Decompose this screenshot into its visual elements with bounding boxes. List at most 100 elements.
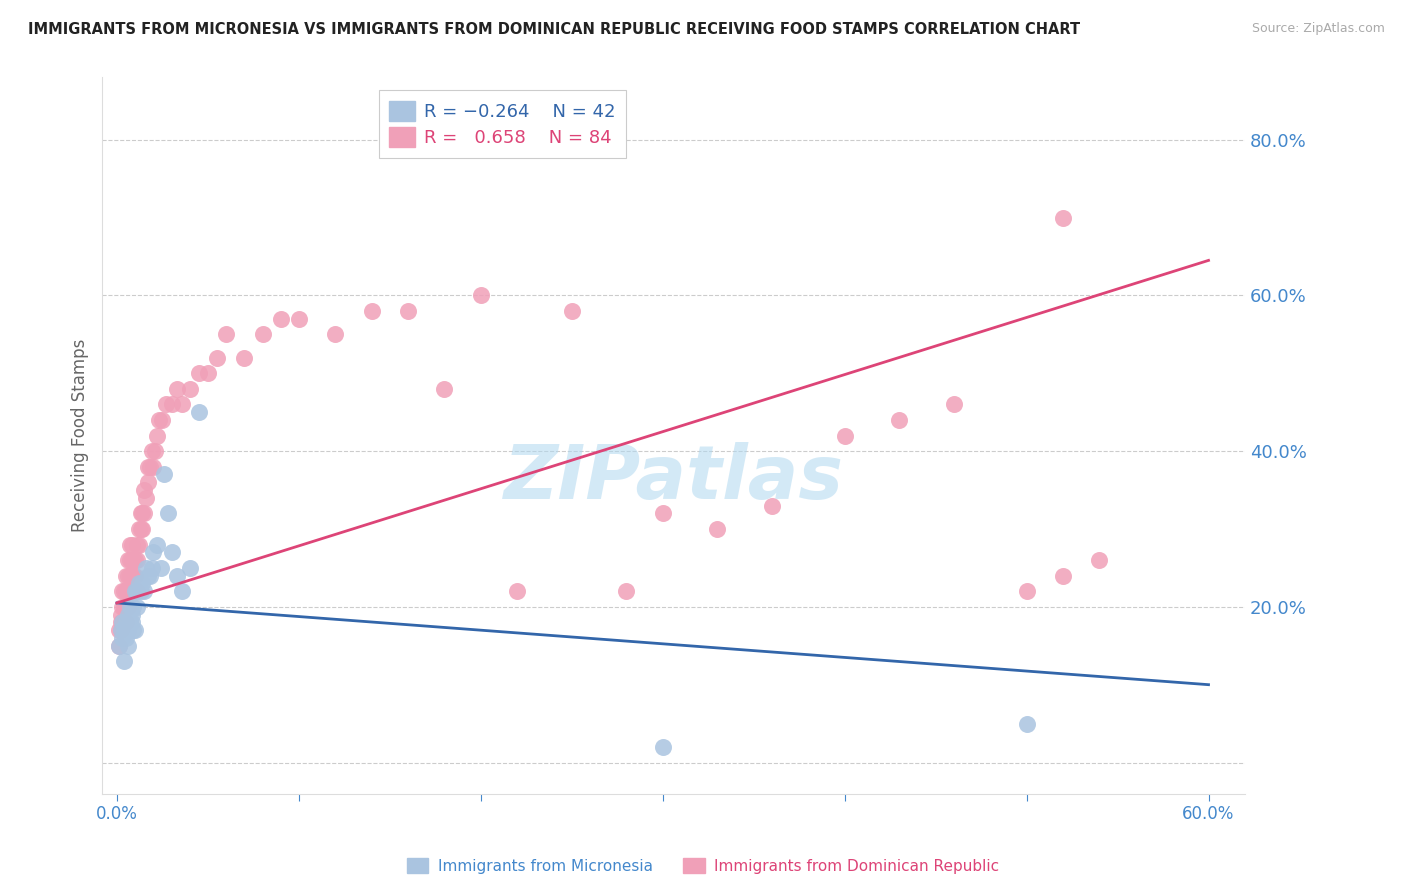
Point xyxy=(761,499,783,513)
Point xyxy=(108,623,131,637)
Point xyxy=(187,405,209,419)
Legend: Immigrants from Micronesia, Immigrants from Dominican Republic: Immigrants from Micronesia, Immigrants f… xyxy=(401,852,1005,880)
Point xyxy=(233,351,256,365)
Point xyxy=(270,311,292,326)
Point xyxy=(160,397,183,411)
Point xyxy=(187,366,209,380)
Point xyxy=(135,561,157,575)
Point xyxy=(706,522,728,536)
Point xyxy=(288,311,311,326)
Point xyxy=(111,615,134,630)
Legend: R = −0.264    N = 42, R =   0.658    N = 84: R = −0.264 N = 42, R = 0.658 N = 84 xyxy=(378,90,626,158)
Point xyxy=(121,615,143,630)
Point xyxy=(252,327,274,342)
Point xyxy=(111,584,134,599)
Point xyxy=(115,584,138,599)
Point xyxy=(129,507,152,521)
Point xyxy=(111,599,134,614)
Point xyxy=(136,475,159,490)
Point xyxy=(115,615,138,630)
Point xyxy=(118,584,141,599)
Point xyxy=(142,459,165,474)
Point xyxy=(121,537,143,551)
Point xyxy=(153,467,176,482)
Point xyxy=(112,615,135,630)
Point xyxy=(121,607,143,622)
Point xyxy=(135,491,157,505)
Point xyxy=(117,599,139,614)
Point xyxy=(128,522,150,536)
Point xyxy=(124,568,146,582)
Point xyxy=(118,537,141,551)
Point xyxy=(651,507,673,521)
Point xyxy=(651,739,673,754)
Point xyxy=(614,584,637,599)
Point xyxy=(360,304,382,318)
Point xyxy=(122,553,145,567)
Point xyxy=(136,459,159,474)
Point xyxy=(110,607,132,622)
Point xyxy=(205,351,228,365)
Point xyxy=(942,397,965,411)
Point xyxy=(141,444,163,458)
Point xyxy=(125,584,148,599)
Point xyxy=(118,553,141,567)
Point xyxy=(125,553,148,567)
Text: Source: ZipAtlas.com: Source: ZipAtlas.com xyxy=(1251,22,1385,36)
Point xyxy=(160,545,183,559)
Point xyxy=(110,623,132,637)
Point xyxy=(1015,584,1038,599)
Point xyxy=(1015,716,1038,731)
Point xyxy=(143,444,166,458)
Point xyxy=(156,507,179,521)
Point xyxy=(141,561,163,575)
Point xyxy=(122,584,145,599)
Point xyxy=(134,483,156,497)
Point xyxy=(142,545,165,559)
Point xyxy=(122,623,145,637)
Point xyxy=(134,507,156,521)
Point xyxy=(138,459,160,474)
Point xyxy=(134,584,156,599)
Point xyxy=(111,631,134,645)
Point xyxy=(215,327,238,342)
Point xyxy=(128,576,150,591)
Point xyxy=(108,639,131,653)
Point xyxy=(110,615,132,630)
Point xyxy=(470,288,492,302)
Point xyxy=(108,639,131,653)
Point xyxy=(323,327,346,342)
Point xyxy=(122,599,145,614)
Point xyxy=(125,537,148,551)
Point xyxy=(129,522,152,536)
Point xyxy=(117,584,139,599)
Point xyxy=(1088,553,1111,567)
Point xyxy=(1052,568,1074,582)
Point xyxy=(117,623,139,637)
Point xyxy=(889,413,911,427)
Point xyxy=(118,568,141,582)
Text: ZIPatlas: ZIPatlas xyxy=(503,442,844,515)
Point xyxy=(117,568,139,582)
Point xyxy=(112,599,135,614)
Point xyxy=(112,584,135,599)
Point xyxy=(117,607,139,622)
Point xyxy=(115,615,138,630)
Point xyxy=(112,654,135,668)
Point xyxy=(117,553,139,567)
Point xyxy=(110,623,132,637)
Point xyxy=(131,522,153,536)
Point xyxy=(136,568,159,582)
Point xyxy=(166,382,188,396)
Point xyxy=(149,561,172,575)
Point xyxy=(179,382,201,396)
Point xyxy=(155,397,177,411)
Point xyxy=(111,615,134,630)
Point xyxy=(148,413,170,427)
Point xyxy=(152,413,174,427)
Point xyxy=(197,366,219,380)
Point xyxy=(146,428,169,442)
Point xyxy=(172,397,194,411)
Point xyxy=(121,568,143,582)
Point xyxy=(131,576,153,591)
